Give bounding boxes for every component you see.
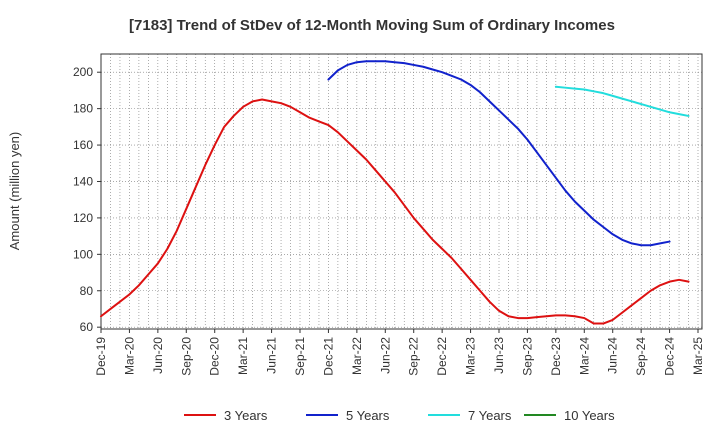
x-tick-label: Jun-20 <box>151 337 165 374</box>
x-tick-label: Jun-23 <box>492 337 506 374</box>
x-tick-label: Dec-22 <box>435 337 449 376</box>
x-tick-label: Jun-22 <box>378 337 392 374</box>
x-tick-label: Dec-23 <box>549 337 563 376</box>
y-tick-label: 200 <box>73 65 93 79</box>
x-tick-label: Mar-20 <box>122 337 136 375</box>
y-tick-label: 160 <box>73 138 93 152</box>
x-tick-label: Dec-20 <box>208 337 222 376</box>
y-tick-label: 80 <box>80 284 94 298</box>
y-axis-label: Amount (million yen) <box>7 132 22 251</box>
series-line-3-years <box>100 98 690 325</box>
plot-frame <box>100 53 703 330</box>
x-tick-label: Sep-20 <box>179 337 193 376</box>
legend-label-5-years: 5 Years <box>346 408 390 423</box>
x-tick-label: Mar-25 <box>691 337 705 375</box>
y-tick-label: 140 <box>73 174 93 188</box>
series-line-5-years <box>327 60 671 247</box>
x-tick-label: Dec-24 <box>663 337 677 376</box>
y-tick-label: 120 <box>73 211 93 225</box>
x-tick-label: Mar-21 <box>236 337 250 375</box>
y-tick-label: 100 <box>73 247 93 261</box>
x-tick-label: Mar-24 <box>577 337 591 375</box>
x-tick-label: Mar-23 <box>464 337 478 375</box>
y-tick-label: 60 <box>80 320 94 334</box>
legend: 3 Years 5 Years 7 Years 10 Years <box>184 408 615 423</box>
x-tick-label: Sep-22 <box>407 337 421 376</box>
x-tick-label: Dec-19 <box>94 337 108 376</box>
y-axis-ticks: 60 80 100 120 140 160 180 200 <box>73 65 101 334</box>
x-tick-label: Jun-21 <box>265 337 279 374</box>
series-group <box>100 60 690 325</box>
series-line-7-years <box>554 85 690 117</box>
legend-label-7-years: 7 Years <box>468 408 512 423</box>
x-tick-label: Dec-21 <box>321 337 335 376</box>
chart-title: [7183] Trend of StDev of 12-Month Moving… <box>129 17 615 34</box>
legend-label-3-years: 3 Years <box>224 408 268 423</box>
x-tick-label: Sep-21 <box>293 337 307 376</box>
y-tick-label: 180 <box>73 102 93 116</box>
x-tick-label: Mar-22 <box>350 337 364 375</box>
x-tick-label: Sep-24 <box>634 337 648 376</box>
grid <box>100 54 702 329</box>
x-tick-label: Sep-23 <box>520 337 534 376</box>
x-axis-ticks: Dec-19 Mar-20 Jun-20 Sep-20 Dec-20 Mar-21 Jun-… <box>94 329 705 376</box>
legend-label-10-years: 10 Years <box>564 408 615 423</box>
x-tick-label: Jun-24 <box>606 337 620 374</box>
